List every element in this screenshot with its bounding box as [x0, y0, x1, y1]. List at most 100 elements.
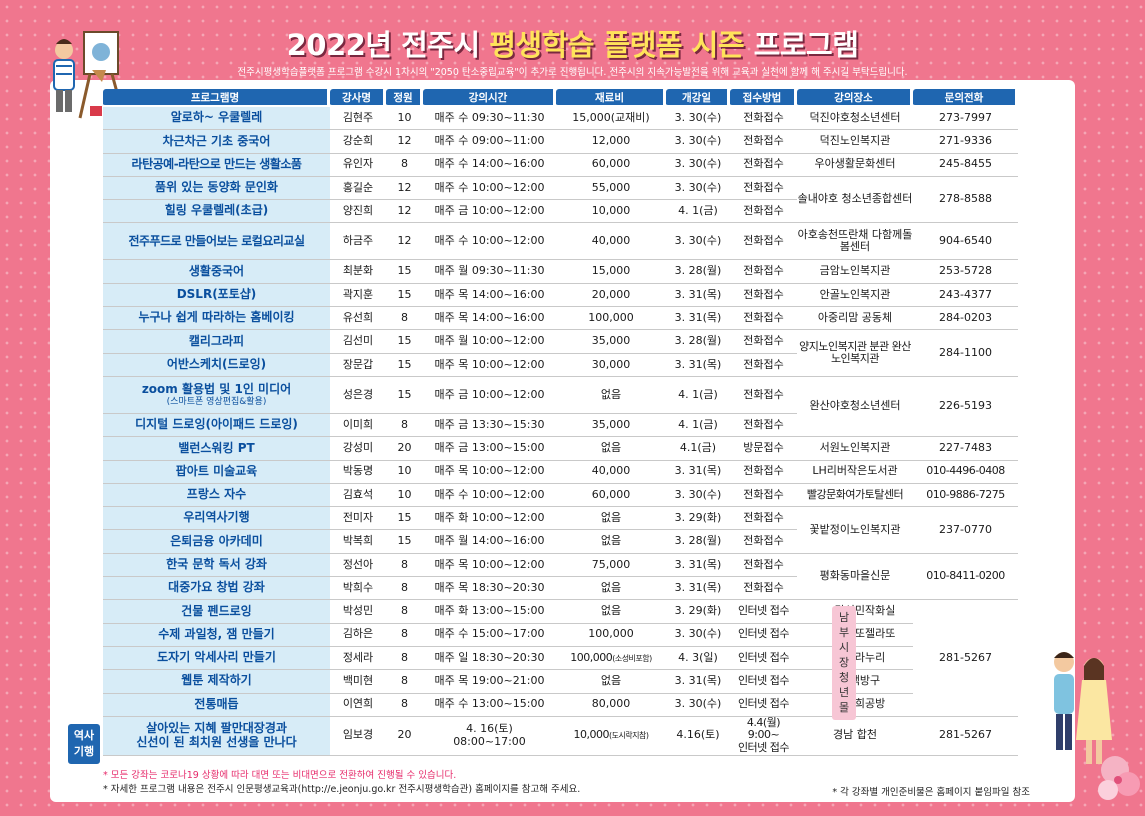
title-suffix: 프로그램 — [753, 28, 859, 62]
teacher: 강순희 — [330, 130, 386, 154]
place: 솔내야호 청소년종합센터 — [797, 177, 913, 224]
start-date: 3. 30(수) — [666, 223, 730, 261]
page-title: 2022년 전주시 평생학습 플랫폼 시즌 프로그램 — [0, 22, 1145, 64]
start-date: 3. 31(목) — [666, 554, 730, 578]
phone: 284-1100 — [913, 330, 1018, 377]
table-row: 팝아트 미술교육 박동명 10 매주 목 10:00~12:00 40,000 … — [103, 460, 1018, 484]
program-name: 품위 있는 동양화 문인화 — [103, 176, 330, 201]
table-row: 도자기 악세사리 만들기 정세라 8 매주 일 18:30~20:30 100,… — [103, 646, 1018, 671]
header-time: 강의시간 — [423, 89, 556, 107]
time-line1: 4. 16(토) — [466, 722, 513, 736]
program-name: 우리역사기행 — [103, 507, 330, 531]
fee-sub: (소성비포함) — [612, 653, 652, 663]
time: 4. 16(토) 08:00~17:00 — [423, 717, 556, 756]
table-row: 건물 펜드로잉 박성민 8 매주 화 13:00~15:00 없음 3. 29(… — [103, 600, 1018, 717]
program-name: 팝아트 미술교육 — [103, 460, 330, 484]
method: 인터넷 접수 — [730, 624, 797, 647]
teacher: 전미자 — [330, 507, 386, 531]
vertical-label: 남부시장청년몰 — [832, 606, 856, 720]
fee: 없음 — [556, 507, 666, 531]
program-name-sub: (스마트폰 영상편집&활용) — [166, 396, 267, 407]
method: 전화접수 — [730, 484, 797, 508]
capacity: 8 — [386, 600, 423, 624]
place: 덕진야호청소년센터 — [797, 107, 913, 131]
start-date: 3. 31(목) — [666, 354, 730, 377]
start-date: 3. 30(수) — [666, 484, 730, 508]
method: 전화접수 — [730, 330, 797, 354]
table-row: 누구나 쉽게 따라하는 홈베이킹 유선희 8 매주 목 14:00~16:00 … — [103, 307, 1018, 331]
time: 매주 금 13:00~15:00 — [423, 437, 556, 461]
capacity: 15 — [386, 330, 423, 354]
teacher: 양진희 — [330, 200, 386, 224]
program-name: DSLR(포토샵) — [103, 283, 330, 308]
fee-main: 10,000 — [573, 728, 609, 742]
header-fee: 재료비 — [556, 89, 666, 107]
teacher: 홍길순 — [330, 177, 386, 201]
table-row: 살아있는 지혜 팔만대장경과 신선이 된 최치원 선생을 만나다 임보경 20 … — [103, 716, 1018, 756]
program-name: 알로하~ 우쿨렐레 — [103, 107, 330, 131]
header-program: 프로그램명 — [103, 89, 330, 107]
method: 인터넷 접수 — [730, 694, 797, 717]
method: 전화접수 — [730, 223, 797, 261]
program-name-line2: 신선이 된 최치원 선생을 만나다 — [136, 734, 297, 749]
capacity: 8 — [386, 414, 423, 438]
start-date: 3. 28(월) — [666, 260, 730, 284]
note-materials: * 각 강좌별 개인준비물은 홈페이지 붙임파일 참조 — [832, 787, 1030, 798]
fee: 80,000 — [556, 694, 666, 717]
method: 전화접수 — [730, 177, 797, 201]
program-name: 웹툰 제작하기 — [103, 670, 330, 694]
capacity: 15 — [386, 284, 423, 308]
fee: 없음 — [556, 437, 666, 461]
method: 전화접수 — [730, 507, 797, 531]
capacity: 8 — [386, 154, 423, 177]
method: 전화접수 — [730, 354, 797, 377]
table-row: 대중가요 창법 강좌 박희수 8 매주 목 18:30~20:30 없음 3. … — [103, 577, 1018, 601]
method-line2: 인터넷 접수 — [737, 741, 790, 755]
teacher: 김현주 — [330, 107, 386, 131]
table-row: 한국 문학 독서 강좌 정선아 8 매주 목 10:00~12:00 75,00… — [103, 553, 1018, 601]
capacity: 15 — [386, 530, 423, 554]
header-capacity: 정원 — [386, 89, 423, 107]
start-date: 4. 3(일) — [666, 647, 730, 671]
time: 매주 수 10:00~12:00 — [423, 223, 556, 261]
time: 매주 목 19:00~21:00 — [423, 670, 556, 694]
header-method: 접수방법 — [730, 89, 797, 107]
program-name: 차근차근 기초 중국어 — [103, 130, 330, 154]
program-name: 디지털 드로잉(아이패드 드로잉) — [103, 413, 330, 438]
start-date: 3. 29(화) — [666, 600, 730, 624]
fee: 없음 — [556, 377, 666, 414]
time: 매주 수 15:00~17:00 — [423, 624, 556, 647]
table-row: 은퇴금융 아카데미 박복희 15 매주 월 14:00~16:00 없음 3. … — [103, 530, 1018, 554]
page-subtitle: 전주시평생학습플랫폼 프로그램 수강시 1차시의 "2050 탄소중립교육"이 … — [237, 67, 908, 78]
program-table: 프로그램명 강사명 정원 강의시간 재료비 개강일 접수방법 강의장소 문의전화… — [103, 89, 1018, 756]
capacity: 10 — [386, 484, 423, 508]
start-date: 3. 28(월) — [666, 330, 730, 354]
program-name: 건물 펜드로잉 — [103, 600, 330, 624]
history-tour-tag: 역사 기행 — [68, 724, 100, 764]
teacher: 박복희 — [330, 530, 386, 554]
fee: 15,000(교재비) — [556, 107, 666, 131]
method: 4.4(월) 9:00~ 인터넷 접수 — [730, 717, 797, 756]
place: 평화동마을신문 — [797, 554, 913, 601]
table-row: 생활중국어 최분화 15 매주 월 09:30~11:30 15,000 3. … — [103, 260, 1018, 284]
teacher: 김효석 — [330, 484, 386, 508]
table-row: 캘리그라피 김선미 15 매주 월 10:00~12:00 35,000 3. … — [103, 330, 1018, 377]
time: 매주 목 10:00~12:00 — [423, 354, 556, 377]
fee: 40,000 — [556, 461, 666, 484]
place: 안골노인복지관 — [797, 284, 913, 308]
fee: 15,000 — [556, 260, 666, 284]
place: 서원노인복지관 — [797, 437, 913, 461]
program-name: 프랑스 자수 — [103, 483, 330, 508]
teacher: 백미현 — [330, 670, 386, 694]
place: 덕진노인복지관 — [797, 130, 913, 154]
program-name: zoom 활용법 및 1인 미디어 (스마트폰 영상편집&활용) — [103, 376, 330, 414]
fee: 30,000 — [556, 354, 666, 377]
program-name: 은퇴금융 아카데미 — [103, 530, 330, 554]
phone: 245-8455 — [913, 154, 1018, 177]
table-row: 전주푸드로 만들어보는 로컬요리교실 하금주 12 매주 수 10:00~12:… — [103, 223, 1018, 261]
program-name: 전통매듭 — [103, 693, 330, 717]
method: 전화접수 — [730, 414, 797, 438]
capacity: 12 — [386, 130, 423, 154]
teacher: 박성민 — [330, 600, 386, 624]
time: 매주 수 13:00~15:00 — [423, 694, 556, 717]
